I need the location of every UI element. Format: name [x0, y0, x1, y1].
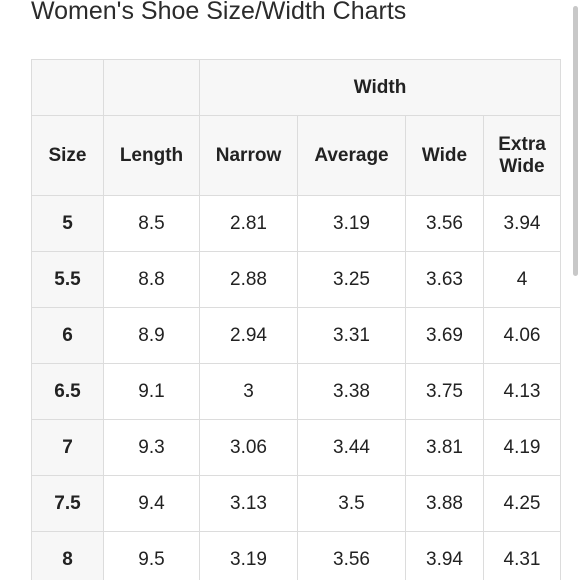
cell-length: 9.3: [103, 419, 200, 476]
table-row: 6 8.9 2.94 3.31 3.69 4.06: [31, 307, 562, 364]
cell-extra-wide: 4: [482, 251, 562, 308]
cell-size: 7.5: [31, 475, 104, 532]
cell-wide: 3.56: [405, 195, 484, 252]
cell-wide: 3.75: [405, 363, 484, 420]
cell-narrow: 2.81: [199, 195, 298, 252]
cell-extra-wide: 4.19: [482, 419, 562, 476]
cell-narrow: 3.06: [199, 419, 298, 476]
cell-wide: 3.63: [405, 251, 484, 308]
table-row: 5.5 8.8 2.88 3.25 3.63 4: [31, 251, 562, 308]
table-row: 7 9.3 3.06 3.44 3.81 4.19: [31, 419, 562, 476]
header-narrow: Narrow: [199, 115, 298, 196]
cell-wide: 3.94: [405, 531, 484, 580]
header-row-columns: Size Length Narrow Average Wide Extra Wi…: [31, 115, 562, 196]
cell-extra-wide: 3.94: [482, 195, 562, 252]
cell-length: 9.5: [103, 531, 200, 580]
cell-average: 3.56: [297, 531, 406, 580]
cell-wide: 3.69: [405, 307, 484, 364]
cell-narrow: 2.88: [199, 251, 298, 308]
cell-size: 6.5: [31, 363, 104, 420]
cell-average: 3.31: [297, 307, 406, 364]
cell-size: 5: [31, 195, 104, 252]
table-row: 8 9.5 3.19 3.56 3.94 4.31: [31, 531, 562, 580]
header-size: Size: [31, 115, 104, 196]
header-wide: Wide: [405, 115, 484, 196]
page-title: Women's Shoe Size/Width Charts: [31, 0, 407, 25]
cell-extra-wide: 4.13: [482, 363, 562, 420]
cell-size: 8: [31, 531, 104, 580]
header-empty-cell: [103, 59, 200, 116]
header-empty-cell: [31, 59, 104, 116]
cell-length: 8.9: [103, 307, 200, 364]
shoe-size-table: Width Size Length Narrow Average Wide Ex…: [31, 59, 562, 580]
scrollbar-thumb[interactable]: [573, 6, 578, 276]
cell-average: 3.25: [297, 251, 406, 308]
cell-average: 3.38: [297, 363, 406, 420]
cell-length: 8.8: [103, 251, 200, 308]
header-extra-wide: Extra Wide: [482, 115, 562, 196]
cell-length: 8.5: [103, 195, 200, 252]
table-row: 7.5 9.4 3.13 3.5 3.88 4.25: [31, 475, 562, 532]
header-length: Length: [103, 115, 200, 196]
table-row: 5 8.5 2.81 3.19 3.56 3.94: [31, 195, 562, 252]
cell-narrow: 3: [199, 363, 298, 420]
cell-wide: 3.81: [405, 419, 484, 476]
cell-narrow: 3.13: [199, 475, 298, 532]
cell-extra-wide: 4.31: [482, 531, 562, 580]
header-average: Average: [297, 115, 406, 196]
cell-average: 3.19: [297, 195, 406, 252]
cell-wide: 3.88: [405, 475, 484, 532]
cell-average: 3.44: [297, 419, 406, 476]
cell-length: 9.1: [103, 363, 200, 420]
cell-narrow: 3.19: [199, 531, 298, 580]
cell-size: 7: [31, 419, 104, 476]
table-row: 6.5 9.1 3 3.38 3.75 4.13: [31, 363, 562, 420]
cell-extra-wide: 4.06: [482, 307, 562, 364]
cell-size: 5.5: [31, 251, 104, 308]
cell-narrow: 2.94: [199, 307, 298, 364]
header-row-group: Width: [31, 59, 562, 116]
cell-extra-wide: 4.25: [482, 475, 562, 532]
header-width-group: Width: [198, 59, 562, 116]
cell-average: 3.5: [297, 475, 406, 532]
cell-size: 6: [31, 307, 104, 364]
cell-length: 9.4: [103, 475, 200, 532]
